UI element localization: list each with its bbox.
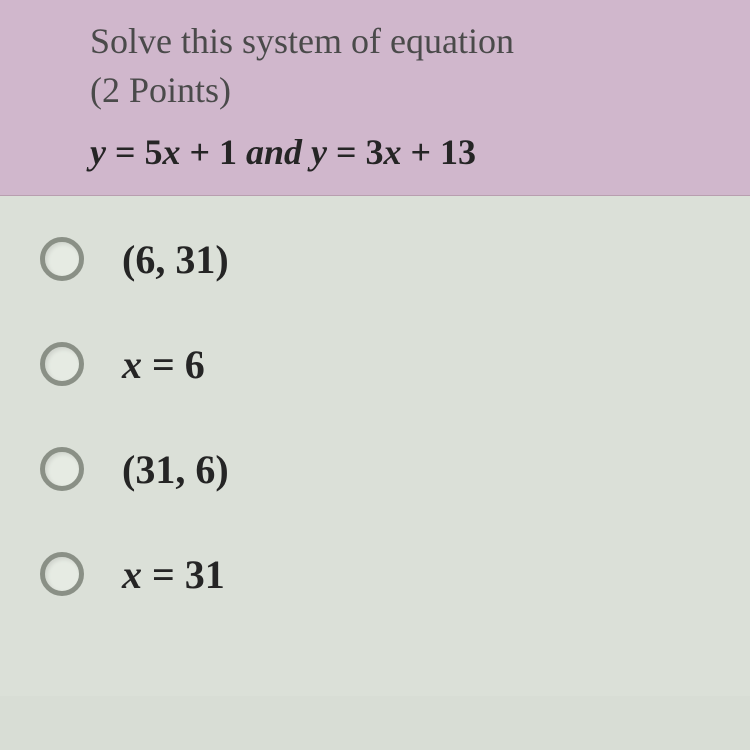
question-prompt: Solve this system of equation [90,18,720,65]
radio-button-c[interactable] [40,447,84,491]
equation-expression: y = 5x + 1 and y = 3x + 13 [90,131,720,173]
option-row-d[interactable]: x = 31 [40,551,720,598]
question-header: Solve this system of equation (2 Points)… [0,0,750,196]
option-label-c: (31, 6) [122,446,229,493]
option-label-a: (6, 31) [122,236,229,283]
option-label-d: x = 31 [122,551,225,598]
radio-button-b[interactable] [40,342,84,386]
option-label-b: x = 6 [122,341,205,388]
radio-button-a[interactable] [40,237,84,281]
radio-button-d[interactable] [40,552,84,596]
options-area: (6, 31) x = 6 (31, 6) x = 31 [0,196,750,696]
option-row-c[interactable]: (31, 6) [40,446,720,493]
option-row-a[interactable]: (6, 31) [40,236,720,283]
question-points: (2 Points) [90,69,720,111]
option-row-b[interactable]: x = 6 [40,341,720,388]
